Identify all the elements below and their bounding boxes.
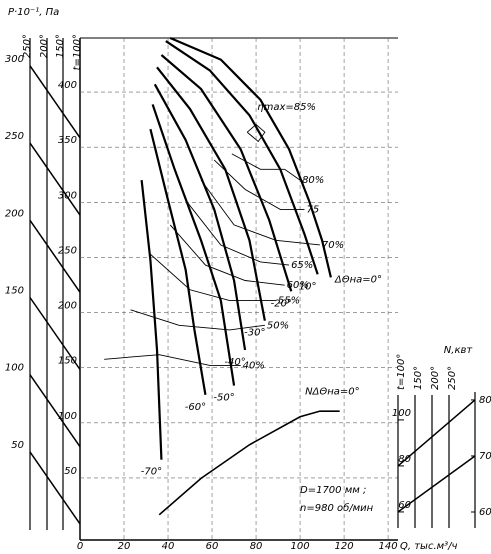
curve-label: 10°	[299, 281, 317, 292]
x-tick-label: 100	[291, 541, 310, 552]
curve-power	[158, 410, 340, 516]
curve-label: -30°	[244, 328, 265, 339]
x-tick-label: 40	[162, 541, 175, 552]
curve-label: 80%	[302, 175, 324, 186]
t-tick-label: 100	[58, 411, 77, 422]
t-tick-label: 400	[58, 80, 77, 91]
power-t-label: t=100°	[396, 354, 407, 390]
curve-pressure	[169, 36, 332, 278]
curve-pressure	[165, 40, 319, 275]
curve-label: NΔΘна=0°	[305, 387, 360, 398]
power-t-label: 250°	[447, 366, 458, 390]
curve-efficiency	[130, 309, 265, 331]
power-axis-label: N,квт	[444, 345, 474, 356]
curve-label: -70°	[141, 467, 162, 478]
curve-efficiency	[246, 123, 266, 143]
x-tick-label: 140	[379, 541, 398, 552]
curve-label: -20°	[271, 298, 292, 309]
t-tick-label: 350	[58, 135, 77, 146]
t-tick-label: 250	[58, 245, 77, 256]
y-tick-label: 300	[5, 54, 24, 65]
y2-tick-label: 60	[479, 507, 491, 518]
curve-label: 50%	[267, 320, 289, 331]
curve-pressure	[153, 83, 247, 351]
curve-efficiency	[231, 153, 301, 181]
curve-label: 65%	[291, 260, 313, 271]
curve-label: -60°	[185, 402, 206, 413]
t-tick-label: 150	[58, 356, 77, 367]
conversion-line	[29, 142, 81, 216]
x-tick-label: 0	[77, 541, 83, 552]
curve-label: ηmax=85%	[257, 102, 316, 113]
curve-label: -50°	[213, 393, 234, 404]
curve-label: 55%	[278, 296, 300, 307]
curve-efficiency	[169, 224, 285, 286]
curve-pressure	[151, 104, 236, 386]
y-tick-label: 150	[5, 285, 24, 296]
conversion-line	[29, 219, 81, 293]
curve-efficiency	[104, 354, 241, 366]
conversion-line	[29, 374, 81, 448]
x-tick-label: 80	[250, 541, 263, 552]
x-tick-label: 20	[118, 541, 131, 552]
t-axis-label: 150°	[55, 34, 66, 58]
t-tick-label: 300	[58, 190, 77, 201]
curve-label: 60%	[287, 280, 309, 291]
power-t-tick-label: 100	[392, 408, 411, 419]
conversion-line	[29, 297, 81, 370]
x-tick-label: 120	[335, 541, 354, 552]
power-t-tick-label: 60	[398, 500, 411, 511]
y2-tick-label: 70	[479, 451, 491, 462]
x-tick-label: 60	[206, 541, 219, 552]
conversion-line	[29, 65, 81, 139]
y-tick-label: 100	[5, 363, 24, 374]
t-axis-label: 250°	[22, 34, 33, 58]
power-t-label: 200°	[430, 366, 441, 390]
y-tick-label: 250	[5, 131, 24, 142]
curve-pressure	[140, 179, 163, 460]
curve-efficiency	[213, 159, 305, 210]
annotation: D=1700 мм ;	[300, 485, 366, 496]
curve-label: -40°	[224, 357, 245, 368]
curve-label: ΔΘна=0°	[334, 274, 382, 285]
t-tick-label: 200	[58, 301, 77, 312]
power-t-label: 150°	[413, 366, 424, 390]
curve-pressure	[149, 128, 207, 395]
conversion-line	[397, 399, 476, 467]
curve-pressure	[160, 54, 293, 292]
t-axis-label: 200°	[39, 34, 50, 58]
curve-efficiency	[185, 199, 290, 266]
x-axis-label: Q, тыс.м³/ч	[400, 541, 458, 552]
t-tick-label: 50	[64, 466, 77, 477]
curve-efficiency	[200, 179, 320, 246]
curve-pressure	[156, 66, 266, 321]
conversion-line	[397, 455, 476, 513]
t-axis-label: t=100°	[72, 34, 83, 70]
y-tick-label: 200	[5, 208, 24, 219]
curve-label: 75	[306, 204, 319, 215]
curve-label: 70%	[322, 240, 344, 251]
curve-label: 40%	[243, 360, 265, 371]
y-axis-label: P·10⁻¹, Па	[8, 7, 59, 18]
y-tick-label: 50	[11, 440, 24, 451]
conversion-line	[29, 451, 81, 525]
y2-tick-label: 80	[479, 395, 491, 406]
curve-efficiency	[150, 253, 276, 302]
annotation: n=980 об/мин	[300, 502, 374, 514]
